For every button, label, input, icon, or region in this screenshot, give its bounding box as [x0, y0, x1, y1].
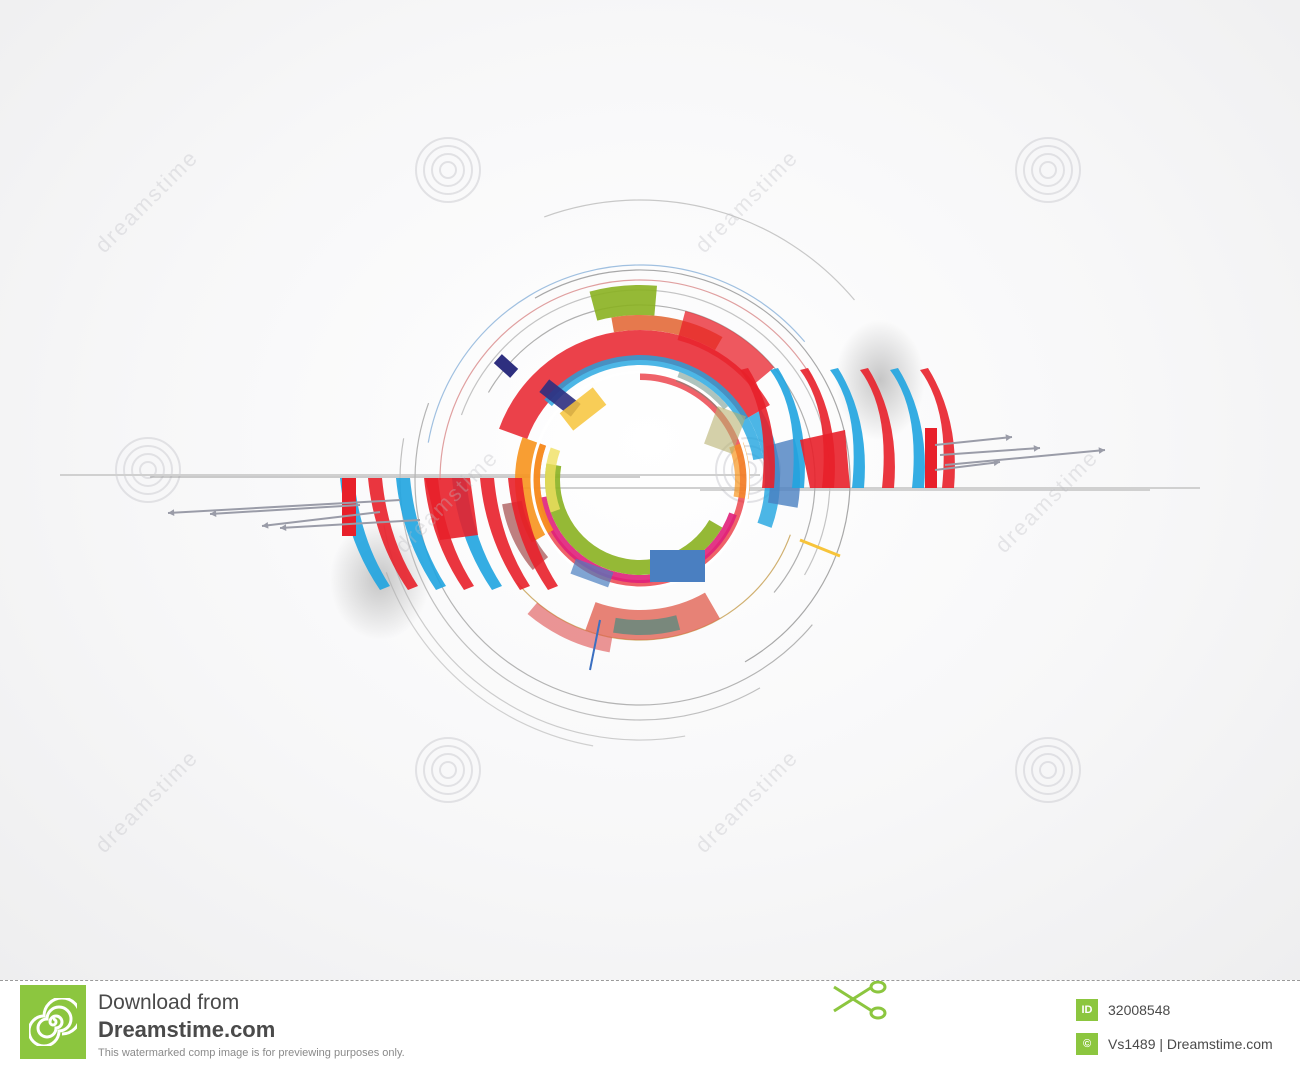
watermark-spiral-ring [139, 461, 157, 479]
image-id-row: ID 32008548 [1076, 999, 1170, 1021]
watermark-spiral-ring [423, 145, 473, 195]
horizontal-split-lines [60, 474, 1200, 491]
arrow-line [939, 447, 1041, 456]
fin-blade [920, 368, 955, 488]
fin-blade [770, 368, 805, 488]
inner-ring [530, 370, 750, 590]
watermark-spiral-ring [415, 137, 481, 203]
watermark-spiral-ring [439, 761, 457, 779]
arrow-head [993, 459, 1000, 467]
author-credit: Vs1489 | Dreamstime.com [1108, 1036, 1273, 1052]
arrow-line [167, 499, 401, 514]
fin-blade [860, 368, 895, 488]
arrow-head [262, 521, 269, 529]
watermark-spiral-ring [123, 445, 173, 495]
arrow-head [1098, 447, 1105, 454]
fin-blade [342, 478, 356, 536]
watermark-spiral-ring [415, 737, 481, 803]
arc-segment [613, 615, 681, 635]
arrow-line [261, 511, 381, 527]
watermark-spiral-ring [423, 745, 473, 795]
copyright-badge: © [1076, 1033, 1098, 1055]
accent-blocks [493, 354, 841, 671]
arrow-lines [167, 434, 1106, 532]
watermark-spiral-ring [1023, 745, 1073, 795]
arrow-line [209, 504, 361, 515]
dreamstime-logo[interactable] [20, 985, 86, 1059]
artwork-canvas: dreamstime dreamstime dreamstime dreamst… [0, 0, 1300, 980]
orbit-arc [516, 534, 791, 641]
orbit-arc [427, 264, 806, 443]
fin-blade [508, 478, 558, 590]
arc-segment [544, 447, 561, 513]
motion-blur-glows [330, 320, 925, 640]
orbit-arc [544, 199, 855, 301]
fin-blade [890, 368, 925, 488]
fin-blade [480, 478, 530, 590]
author-row: © Vs1489 | Dreamstime.com [1076, 1033, 1273, 1055]
arrow-head [210, 510, 217, 517]
fin-blade [368, 478, 418, 590]
image-id: 32008548 [1108, 1002, 1171, 1018]
spiral-logo-icon [29, 998, 77, 1046]
arc-segment [499, 329, 770, 439]
arrow-line [279, 519, 421, 529]
fin-blade [800, 430, 850, 488]
arc-segment [538, 496, 737, 584]
watermark-spiral-ring [431, 153, 465, 187]
arc-segment [611, 315, 723, 351]
orbit-arc [414, 402, 813, 706]
fin-blade [740, 368, 775, 488]
arc-segment [544, 463, 723, 576]
watermark-spiral-ring [1015, 737, 1081, 803]
orbit-arc [439, 279, 814, 481]
arc-segment [677, 310, 775, 387]
arc-segment [527, 602, 613, 653]
arrow-line [944, 449, 1106, 466]
arc-segment [544, 355, 764, 461]
fin-blade [396, 478, 446, 590]
watermark-spiral-ring [1031, 153, 1065, 187]
watermark-spiral-ring [115, 437, 181, 503]
arrow-line [934, 461, 1001, 471]
fin-blade [925, 428, 937, 488]
colored-arc-segments [499, 285, 800, 653]
left-fin-blades [340, 478, 558, 590]
watermark-spiral-ring [131, 453, 165, 487]
watermark-spiral-ring [1039, 161, 1057, 179]
arrow-line [934, 436, 1013, 446]
watermark-spiral-ring [1015, 137, 1081, 203]
fin-blade [830, 368, 865, 488]
arrow-head [280, 524, 287, 532]
watermark-spiral-ring [1023, 145, 1073, 195]
arrow-head [1033, 445, 1040, 452]
download-footer: Download from Dreamstime.com This waterm… [0, 980, 1300, 1072]
fin-blade [425, 478, 478, 540]
arc-segment [589, 285, 657, 321]
arrow-head [1005, 434, 1012, 441]
watermark-spiral-ring [1031, 753, 1065, 787]
watermark-spiral-ring [439, 161, 457, 179]
watermark-spiral-ring [431, 753, 465, 787]
right-fin-blades [740, 368, 955, 488]
id-badge: ID [1076, 999, 1098, 1021]
scissors-icon [833, 981, 887, 1020]
site-name-link[interactable]: Dreamstime.com [98, 1017, 276, 1042]
watermark-spiral-ring [1039, 761, 1057, 779]
arrow-head [168, 509, 175, 517]
abstract-tech-circle-artwork [60, 137, 1200, 803]
orbit-arc [534, 269, 851, 663]
download-title: Download from [98, 991, 240, 1014]
preview-notice: This watermarked comp image is for previ… [98, 1047, 405, 1059]
